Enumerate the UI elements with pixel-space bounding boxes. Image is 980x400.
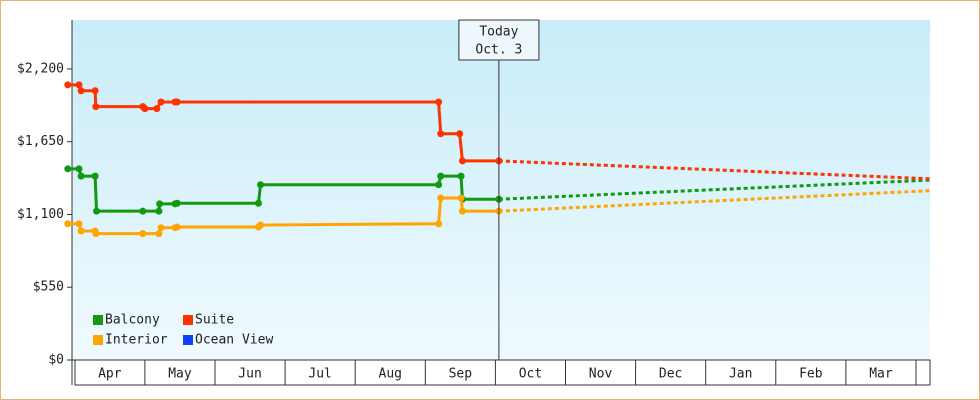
data-point bbox=[92, 230, 100, 238]
legend-label: Ocean View bbox=[195, 333, 273, 348]
data-point bbox=[141, 105, 149, 113]
data-point bbox=[173, 199, 181, 207]
data-point bbox=[64, 220, 72, 228]
x-tick-label: Dec bbox=[659, 367, 682, 382]
data-point bbox=[77, 227, 85, 235]
data-point bbox=[91, 172, 99, 180]
x-tick-label: Apr bbox=[98, 367, 122, 382]
data-point bbox=[458, 157, 466, 165]
data-point bbox=[93, 207, 101, 215]
data-point bbox=[157, 98, 165, 106]
data-point bbox=[156, 200, 164, 208]
data-point bbox=[75, 165, 83, 173]
x-tick-label: Oct bbox=[519, 367, 542, 382]
data-point bbox=[75, 220, 83, 228]
x-tick-label: Jul bbox=[308, 367, 331, 382]
data-point bbox=[435, 220, 443, 228]
y-tick-label: $0 bbox=[48, 353, 64, 368]
plot-area bbox=[72, 20, 930, 360]
legend-label: Interior bbox=[105, 333, 168, 348]
x-tick-label: Nov bbox=[589, 367, 613, 382]
data-point bbox=[457, 172, 465, 180]
data-point bbox=[91, 87, 99, 95]
x-tick-label: Feb bbox=[799, 367, 823, 382]
today-label: Today bbox=[479, 25, 518, 40]
forecast-line bbox=[498, 178, 931, 201]
data-point bbox=[173, 223, 181, 231]
data-point bbox=[437, 194, 445, 202]
y-tick-label: $550 bbox=[33, 280, 64, 295]
data-point bbox=[257, 181, 265, 189]
x-tick-label: Jan bbox=[729, 367, 752, 382]
data-point bbox=[254, 199, 262, 207]
legend-swatch bbox=[93, 335, 103, 345]
data-point bbox=[457, 194, 465, 202]
data-point bbox=[173, 98, 181, 106]
data-point bbox=[257, 221, 265, 229]
legend-swatch bbox=[93, 315, 103, 325]
forecast-line bbox=[498, 189, 931, 213]
data-point bbox=[435, 98, 443, 106]
data-point bbox=[155, 207, 163, 215]
data-point bbox=[437, 172, 445, 180]
data-point bbox=[139, 207, 147, 215]
x-tick-label: Sep bbox=[449, 367, 473, 382]
data-point bbox=[153, 105, 161, 113]
x-tick-label: Mar bbox=[869, 367, 893, 382]
x-tick-label: May bbox=[168, 367, 192, 382]
data-point bbox=[75, 81, 83, 89]
data-point bbox=[139, 230, 147, 238]
data-point bbox=[435, 181, 443, 189]
forecast-line bbox=[498, 159, 931, 181]
data-point bbox=[77, 87, 85, 95]
data-point bbox=[458, 207, 466, 215]
data-point bbox=[456, 130, 464, 138]
legend-label: Balcony bbox=[105, 313, 160, 328]
data-point bbox=[77, 172, 85, 180]
data-point bbox=[64, 165, 72, 173]
x-tick-label: Aug bbox=[379, 367, 402, 382]
series-line bbox=[67, 83, 499, 163]
data-point bbox=[92, 103, 100, 111]
x-axis-band bbox=[74, 359, 931, 386]
data-point bbox=[155, 230, 163, 238]
legend-swatch bbox=[183, 335, 193, 345]
y-tick-label: $1,100 bbox=[17, 207, 64, 222]
data-point bbox=[64, 81, 72, 89]
x-tick-label: Jun bbox=[238, 367, 261, 382]
legend-label: Suite bbox=[195, 313, 234, 328]
today-box bbox=[458, 19, 540, 61]
y-tick-label: $1,650 bbox=[17, 134, 64, 149]
legend-swatch bbox=[183, 315, 193, 325]
data-point bbox=[157, 224, 165, 232]
y-tick-label: $2,200 bbox=[17, 61, 64, 76]
data-point bbox=[437, 130, 445, 138]
today-label: Oct. 3 bbox=[475, 43, 522, 58]
